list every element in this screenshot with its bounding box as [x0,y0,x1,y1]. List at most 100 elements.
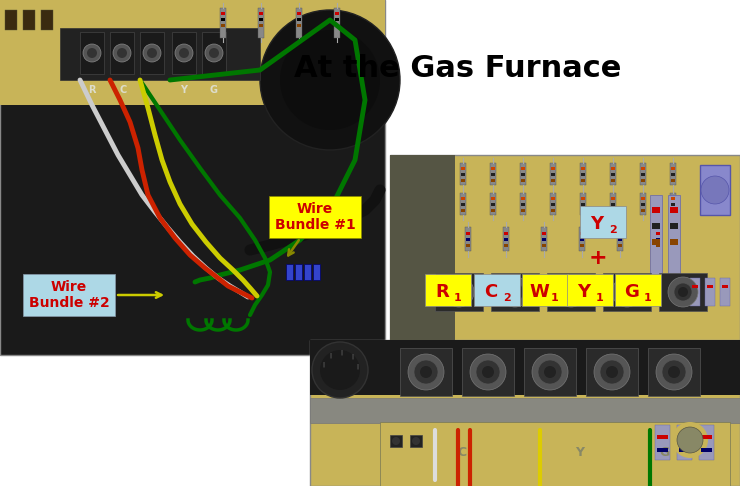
Bar [221,12,225,15]
Bar [648,348,700,396]
Bar [547,273,595,311]
Bar [567,274,613,306]
Bar [671,179,675,182]
Bar [615,274,661,306]
Bar [491,197,495,200]
Bar [679,448,690,452]
Bar [670,207,678,213]
Text: |: | [329,352,331,358]
Circle shape [320,350,360,390]
Bar [466,232,470,235]
Bar [435,273,483,311]
Bar [671,167,675,170]
Circle shape [678,287,688,297]
Bar [656,244,660,247]
Bar [579,227,585,251]
Bar [700,165,730,215]
Bar [699,425,714,460]
Bar [618,238,622,241]
Bar [461,167,465,170]
Bar [550,163,556,185]
Bar [521,167,525,170]
Circle shape [444,277,474,307]
Bar [286,264,293,280]
Bar [258,8,264,38]
Circle shape [668,277,698,307]
Bar [580,193,586,215]
Bar [259,12,263,15]
Bar [491,273,539,311]
Bar [390,155,740,355]
Bar [551,197,555,200]
Circle shape [600,360,624,384]
Text: Wire
Bundle #2: Wire Bundle #2 [29,280,161,310]
Bar [551,203,555,206]
Bar [551,179,555,182]
Bar [581,167,585,170]
Bar [503,227,509,251]
Circle shape [87,48,97,58]
Circle shape [143,44,161,62]
Bar [140,32,164,74]
Bar [461,209,465,212]
Bar [380,422,730,486]
Bar [504,244,508,247]
Bar [655,227,661,251]
Circle shape [205,44,223,62]
Bar [655,425,670,460]
Circle shape [420,366,432,378]
Bar [304,264,311,280]
Bar [5,10,17,30]
Bar [652,239,660,245]
Bar [504,238,508,241]
Circle shape [117,48,127,58]
Circle shape [506,283,524,301]
Text: |: | [340,349,343,355]
Bar [581,179,585,182]
Text: G: G [210,85,218,95]
Bar [460,163,466,185]
Bar [641,167,645,170]
Circle shape [618,283,636,301]
Bar [202,32,226,74]
Bar [580,244,584,247]
Bar [611,167,615,170]
Circle shape [677,427,703,453]
Bar [491,209,495,212]
Bar [172,32,196,74]
Circle shape [538,360,562,384]
Circle shape [482,366,494,378]
Text: |: | [357,364,359,369]
Bar [542,238,546,241]
Bar [611,203,615,206]
Bar [701,435,712,439]
Bar [542,244,546,247]
Bar [551,173,555,176]
Bar [656,238,660,241]
Bar [551,167,555,170]
Bar [310,340,740,395]
Bar [491,179,495,182]
Text: 1: 1 [596,293,604,303]
Bar [670,223,678,229]
Bar [310,340,740,486]
Bar [221,18,225,21]
Bar [390,155,455,355]
Bar [221,24,225,27]
Text: 1: 1 [454,293,462,303]
Bar [410,435,422,447]
Circle shape [83,44,101,62]
Bar [617,227,623,251]
Bar [491,203,495,206]
Bar [425,274,471,306]
Circle shape [656,354,692,390]
Bar [542,232,546,235]
Bar [707,285,713,288]
Circle shape [113,44,131,62]
Bar [520,193,526,215]
Bar [580,163,586,185]
Bar [521,179,525,182]
Bar [524,348,576,396]
Bar [581,197,585,200]
Bar [671,209,675,212]
